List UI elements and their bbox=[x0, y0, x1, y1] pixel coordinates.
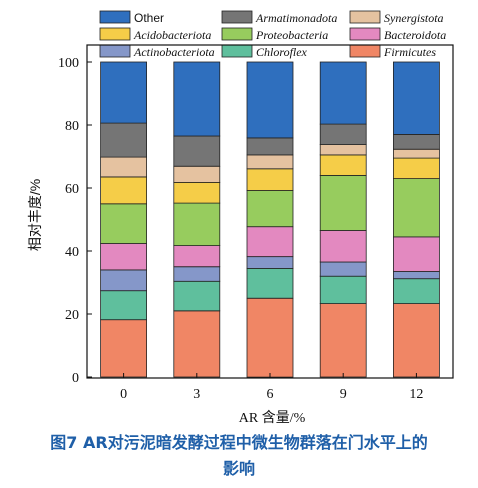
legend-swatch bbox=[99, 10, 131, 24]
legend-swatch bbox=[349, 27, 381, 41]
bar-segment-actinobacteriota-0 bbox=[100, 269, 147, 292]
y-tick-label: 100 bbox=[58, 56, 79, 71]
bar-segment-other-9 bbox=[319, 61, 367, 125]
legend-label: Firmicutes bbox=[383, 45, 436, 59]
bar-segment-armatimonadota-9 bbox=[319, 123, 367, 145]
bar-segment-other-3 bbox=[173, 61, 221, 137]
x-tick-label: 6 bbox=[267, 387, 274, 402]
legend-item-bacteroidota: Bacteroidota bbox=[349, 27, 446, 42]
legend-item-actinobacteriota: Actinobacteriota bbox=[99, 44, 215, 59]
y-tick-label: 60 bbox=[65, 182, 79, 197]
bar-segment-synergistota-9 bbox=[319, 144, 367, 156]
legend-item-acidobacteriota: Acidobacteriota bbox=[99, 27, 211, 42]
bar-segment-acidobacteriota-3 bbox=[173, 181, 221, 204]
bar-segment-chloroflex-6 bbox=[246, 267, 294, 299]
bar-segment-bacteroidota-9 bbox=[319, 230, 367, 263]
legend-label: Armatimonadota bbox=[255, 11, 337, 25]
bar-segment-armatimonadota-12 bbox=[392, 133, 440, 150]
x-tick-label: 0 bbox=[120, 387, 127, 402]
bar-segment-acidobacteriota-9 bbox=[319, 154, 367, 176]
legend-label: Acidobacteriota bbox=[133, 28, 211, 42]
bar-segment-acidobacteriota-12 bbox=[392, 157, 440, 180]
bar-segment-chloroflex-9 bbox=[319, 275, 367, 305]
bar-segment-proteobacteria-0 bbox=[100, 203, 147, 244]
x-axis-label: AR 含量/% bbox=[239, 410, 306, 426]
bar-segment-chloroflex-3 bbox=[173, 280, 221, 312]
plot-frame bbox=[86, 44, 454, 379]
bar-segment-synergistota-12 bbox=[392, 148, 440, 159]
x-tick-label: 12 bbox=[409, 387, 423, 402]
y-tick-label: 80 bbox=[65, 119, 79, 134]
y-tick-label: 40 bbox=[65, 245, 79, 260]
bar-segment-firmicutes-9 bbox=[319, 303, 367, 378]
legend-item-proteobacteria: Proteobacteria bbox=[221, 27, 328, 42]
bar-segment-armatimonadota-0 bbox=[100, 122, 147, 158]
bar-segment-bacteroidota-12 bbox=[392, 236, 440, 272]
bar-segment-chloroflex-0 bbox=[100, 290, 147, 321]
bar-segment-other-0 bbox=[100, 61, 147, 124]
y-tick-label: 0 bbox=[72, 371, 79, 386]
bar-segment-actinobacteriota-12 bbox=[392, 271, 440, 280]
bar-segment-proteobacteria-12 bbox=[392, 178, 440, 238]
legend-label: Bacteroidota bbox=[384, 28, 446, 42]
bar-segment-armatimonadota-6 bbox=[246, 137, 294, 156]
bar-segment-proteobacteria-9 bbox=[319, 174, 367, 231]
legend-item-synergistota: Synergistota bbox=[349, 10, 444, 25]
legend-item-armatimonadota: Armatimonadota bbox=[221, 10, 337, 25]
bar-segment-other-6 bbox=[246, 61, 294, 139]
bar-segment-acidobacteriota-6 bbox=[246, 168, 294, 191]
bar-segment-bacteroidota-3 bbox=[173, 245, 221, 268]
x-tick-label: 3 bbox=[193, 387, 200, 402]
legend-swatch bbox=[349, 10, 381, 24]
legend-item-other: Other bbox=[99, 10, 164, 25]
bar-segment-bacteroidota-6 bbox=[246, 226, 294, 257]
legend-label: Actinobacteriota bbox=[133, 45, 215, 59]
bar-segment-firmicutes-6 bbox=[246, 297, 294, 378]
bar-segment-acidobacteriota-0 bbox=[100, 176, 147, 205]
legend-label: Synergistota bbox=[384, 11, 444, 25]
plot-area bbox=[100, 61, 440, 378]
caption-line-2: 影响 bbox=[222, 459, 255, 478]
bar-segment-actinobacteriota-9 bbox=[319, 261, 367, 277]
caption-line-1: 图7 AR对污泥暗发酵过程中微生物群落在门水平上的 bbox=[50, 433, 428, 452]
axes: 0 3 6 9 12 0 20 40 60 80 100 bbox=[58, 44, 454, 402]
bar-segment-firmicutes-12 bbox=[392, 303, 440, 378]
bar-segment-armatimonadota-3 bbox=[173, 135, 221, 167]
legend-swatch bbox=[221, 44, 253, 58]
legend-label: Proteobacteria bbox=[255, 28, 328, 42]
bar-segment-proteobacteria-6 bbox=[246, 190, 294, 228]
chart-legend: Other Armatimonadota Synergistota Acidobact… bbox=[99, 10, 446, 59]
bar-segment-actinobacteriota-3 bbox=[173, 266, 221, 282]
legend-label: Chloroflex bbox=[256, 45, 308, 59]
stacked-bar-chart: Other Armatimonadota Synergistota Acidobact… bbox=[27, 10, 454, 426]
legend-item-firmicutes: Firmicutes bbox=[349, 44, 436, 59]
bar-segment-other-12 bbox=[392, 61, 440, 135]
bar-segment-chloroflex-12 bbox=[392, 278, 440, 305]
legend-swatch bbox=[221, 27, 253, 41]
legend-swatch bbox=[349, 44, 381, 58]
bar-segment-synergistota-6 bbox=[246, 154, 294, 170]
legend-swatch bbox=[99, 27, 131, 41]
bar-segment-synergistota-0 bbox=[100, 156, 147, 178]
bar-segment-proteobacteria-3 bbox=[173, 202, 221, 247]
legend-swatch bbox=[99, 44, 131, 58]
y-tick-label: 20 bbox=[65, 308, 79, 323]
bar-segment-firmicutes-0 bbox=[100, 319, 147, 378]
bar-segment-actinobacteriota-6 bbox=[246, 256, 294, 269]
bar-segment-firmicutes-3 bbox=[173, 310, 221, 378]
figure-caption: 图7 AR对污泥暗发酵过程中微生物群落在门水平上的 影响 bbox=[0, 430, 478, 482]
bar-segment-bacteroidota-0 bbox=[100, 242, 147, 271]
x-tick-label: 9 bbox=[340, 387, 347, 402]
legend-item-chloroflex: Chloroflex bbox=[221, 44, 308, 59]
y-axis-label: 相对丰度/% bbox=[27, 179, 43, 251]
legend-swatch bbox=[221, 10, 253, 24]
bar-segment-synergistota-3 bbox=[173, 165, 221, 183]
legend-label: Other bbox=[134, 11, 164, 25]
